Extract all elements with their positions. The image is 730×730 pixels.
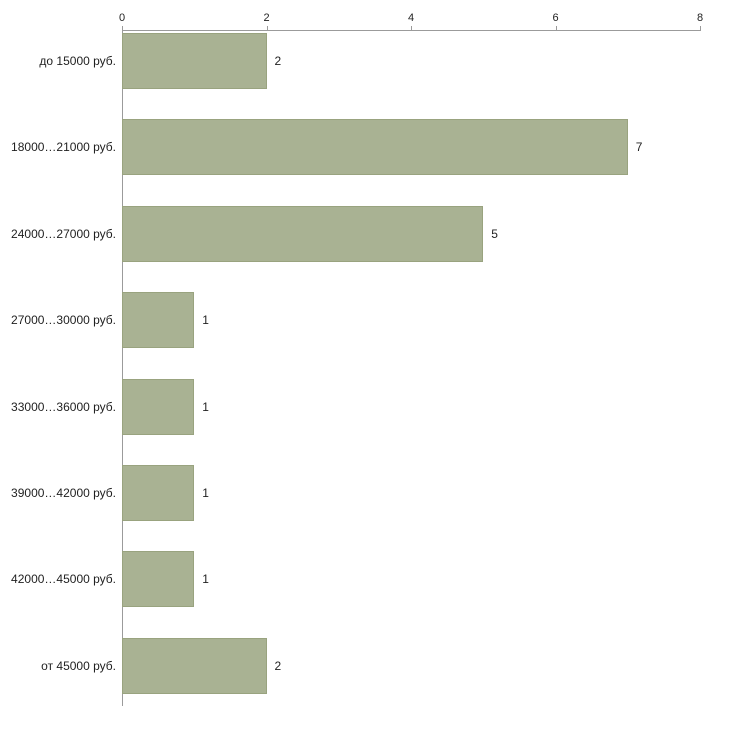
value-label: 2 xyxy=(274,54,282,68)
category-label: 33000…36000 руб. xyxy=(11,399,116,414)
value-label: 1 xyxy=(202,399,209,414)
value-label: 2 xyxy=(274,658,282,673)
x-axis-tick-label: 2 xyxy=(263,12,270,24)
bar xyxy=(122,378,195,435)
bar xyxy=(122,205,484,262)
x-axis-tick xyxy=(266,26,268,30)
x-axis-tick xyxy=(555,26,557,30)
value-label: 1 xyxy=(202,572,209,587)
value-label: 5 xyxy=(491,226,498,241)
x-axis-tick-label: 8 xyxy=(696,12,704,24)
x-axis-tick xyxy=(122,26,123,30)
x-axis-tick-label: 6 xyxy=(552,12,559,24)
x-axis-tick-label: 0 xyxy=(118,12,126,24)
x-axis-tick-label: 4 xyxy=(407,12,415,24)
category-label: до 15000 руб. xyxy=(39,54,116,68)
y-axis-line xyxy=(122,30,123,706)
bar xyxy=(122,292,195,349)
value-label: 1 xyxy=(202,313,209,328)
bar xyxy=(122,465,195,521)
category-label: 18000…21000 руб. xyxy=(11,140,116,155)
bar xyxy=(122,119,628,176)
category-label: 27000…30000 руб. xyxy=(11,313,116,328)
category-label: 24000…27000 руб. xyxy=(11,226,116,241)
x-axis-tick xyxy=(411,26,412,30)
value-label: 1 xyxy=(202,486,209,500)
x-axis-tick xyxy=(700,26,701,30)
bar xyxy=(122,33,267,89)
x-axis-line xyxy=(122,30,701,31)
category-label: от 45000 руб. xyxy=(41,658,116,673)
bar xyxy=(122,551,195,608)
bar xyxy=(122,637,267,694)
category-label: 39000…42000 руб. xyxy=(11,486,116,500)
value-label: 7 xyxy=(635,140,643,155)
category-label: 42000…45000 руб. xyxy=(11,572,116,587)
